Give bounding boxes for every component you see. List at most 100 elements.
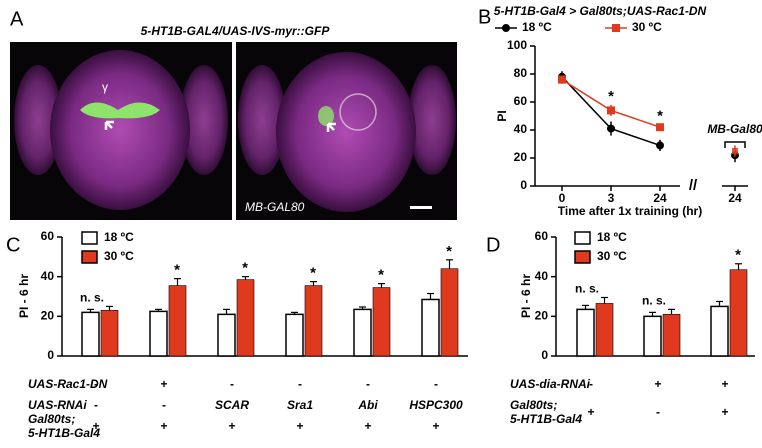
row-value: Abi: [357, 398, 378, 412]
panel-label: C: [6, 234, 20, 256]
panel-label: B: [478, 6, 491, 28]
annotation: n. s.: [80, 291, 104, 305]
point: [656, 123, 664, 132]
row-value: +: [432, 419, 439, 433]
x-tick-label: 24: [653, 191, 667, 205]
point: [607, 124, 615, 133]
point: [607, 106, 615, 115]
y-tick-label: 20: [535, 309, 549, 323]
bar: [595, 303, 614, 357]
panel-label: D: [486, 234, 500, 256]
legend-swatch: [574, 231, 591, 245]
inset-label: MB-Gal80: [707, 122, 762, 136]
row-label: Gal80ts;: [510, 398, 557, 412]
y-tick-label: 20: [514, 150, 528, 164]
axis-break: //: [689, 177, 698, 194]
micrograph-right: MB-GAL80: [236, 42, 457, 220]
legend-label: 30 ºC: [597, 249, 627, 263]
row-value: +: [228, 419, 235, 433]
bar: [372, 287, 391, 357]
row-label: UAS-RNAi: [28, 398, 87, 412]
row-label: Gal80ts;: [28, 412, 75, 426]
legend-marker: [502, 24, 510, 32]
legend-label: 18 ºC: [522, 20, 552, 34]
row-value: -: [656, 405, 660, 419]
inset-label: MB-GAL80: [245, 200, 305, 214]
row-value: +: [721, 405, 728, 419]
annotation: *: [446, 243, 452, 260]
y-tick-label: 20: [41, 309, 55, 323]
row-label: 5-HT1B-Gal4: [28, 426, 100, 440]
y-tick-label: 0: [47, 348, 54, 362]
y-tick-label: 100: [507, 38, 527, 52]
legend-label: 18 ºC: [597, 230, 627, 244]
bar: [304, 285, 323, 357]
annotation: n. s.: [642, 294, 666, 308]
annotation: *: [608, 88, 614, 105]
bar: [236, 279, 255, 357]
row-label: 5-HT1B-Gal4: [510, 412, 582, 426]
row-value: HSPC300: [409, 398, 463, 412]
row-value: +: [160, 377, 167, 391]
legend-label: 18 ºC: [104, 230, 134, 244]
x-tick-label: 24: [728, 191, 742, 205]
title: 5-HT1B-Gal4 > Gal80ts;UAS-Rac1-DN: [494, 4, 707, 18]
annotation: *: [174, 262, 180, 279]
row-value: Sra1: [287, 398, 313, 412]
row-value: -: [94, 377, 98, 391]
annotation: *: [657, 107, 663, 124]
y-tick-label: 40: [514, 122, 528, 136]
x-label: Time after 1x training (hr): [558, 204, 702, 218]
annotation: *: [242, 260, 248, 277]
row-value: -: [589, 377, 593, 391]
row-label: UAS-Rac1-DN: [28, 377, 108, 391]
bar: [729, 269, 748, 357]
legend-label: 30 ºC: [104, 249, 134, 263]
row-value: +: [296, 419, 303, 433]
row-value: SCAR: [215, 398, 249, 412]
bar: [421, 298, 440, 357]
point: [732, 148, 738, 154]
bar: [168, 285, 187, 357]
row-value: +: [160, 419, 167, 433]
image-title: 5-HT1B-GAL4/UAS-IVS-myr::GFP: [141, 24, 331, 38]
point: [558, 75, 566, 84]
row-value: -: [230, 377, 234, 391]
gamma-label: γ: [102, 80, 108, 94]
y-label: PI - 6 hr: [519, 274, 533, 318]
legend-label: 30 ºC: [632, 20, 662, 34]
point: [656, 141, 664, 150]
bar: [81, 311, 100, 357]
bar: [353, 308, 372, 357]
bar: [710, 305, 729, 357]
y-tick-label: 40: [535, 269, 549, 283]
bracket: [724, 141, 746, 148]
legend-swatch: [574, 250, 591, 264]
y-tick-label: 40: [41, 269, 55, 283]
bar: [149, 310, 168, 357]
micrograph-left: γ: [10, 42, 232, 220]
y-label: PI - 6 hr: [17, 274, 31, 318]
y-tick-label: 60: [535, 229, 549, 243]
row-value: +: [92, 419, 99, 433]
row-value: -: [434, 377, 438, 391]
y-tick-label: 60: [514, 94, 528, 108]
row-value: +: [364, 419, 371, 433]
x-tick-label: 0: [559, 191, 566, 205]
row-label: UAS-dia-RNAi: [510, 377, 591, 391]
legend-swatch: [81, 231, 98, 245]
legend-marker: [612, 24, 620, 32]
annotation: *: [310, 265, 316, 282]
bar: [217, 313, 236, 357]
bar: [285, 313, 304, 357]
row-value: -: [162, 398, 166, 412]
bar: [440, 268, 459, 357]
row-value: -: [298, 377, 302, 391]
bar: [643, 315, 662, 357]
y-tick-label: 0: [541, 348, 548, 362]
annotation: *: [735, 247, 741, 264]
bar: [662, 314, 681, 357]
x-tick-label: 3: [608, 191, 615, 205]
